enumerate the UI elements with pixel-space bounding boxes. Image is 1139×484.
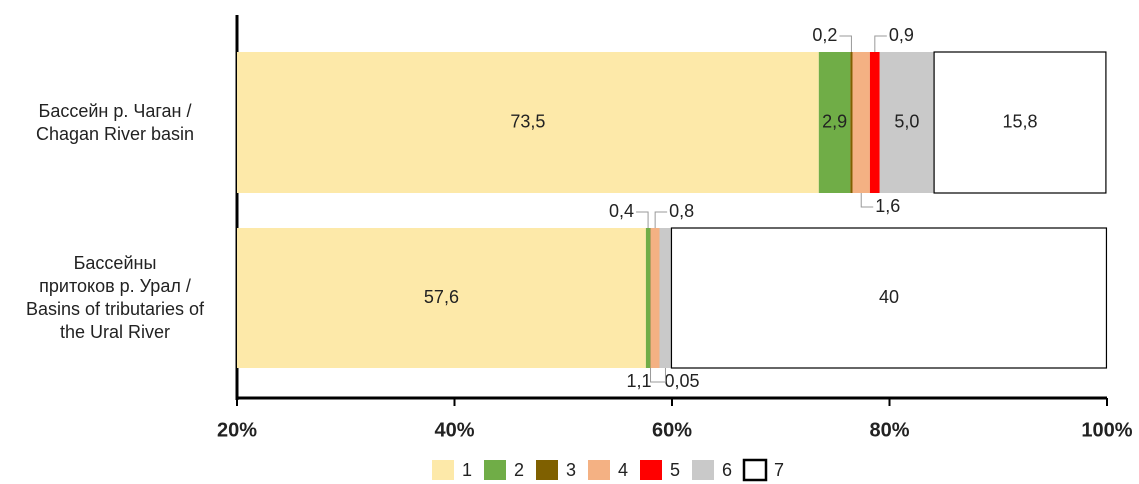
leader-line [650, 368, 663, 383]
bar-segment [659, 228, 672, 368]
x-tick-label: 100% [1081, 419, 1132, 441]
x-tick-label: 80% [869, 419, 909, 441]
leader-line [653, 368, 666, 383]
category-label: Бассейн р. Чаган / Chagan River basin [35, 100, 195, 144]
value-label: 0,05 [665, 371, 700, 391]
category-label: Бассейны притоков р. Урал / Basins of tr… [25, 253, 205, 342]
bar-segment [237, 228, 646, 368]
bar-segment [237, 52, 819, 193]
legend-swatch [484, 460, 506, 480]
legend-swatch [742, 458, 768, 482]
bar-segment [650, 228, 660, 368]
legend-swatch [536, 460, 558, 480]
leader-line [860, 193, 874, 208]
bar-segment [818, 52, 851, 193]
leader-line [874, 35, 887, 52]
legend-label: 4 [618, 460, 628, 480]
value-label: 1,6 [875, 196, 900, 216]
bar-segment [650, 228, 651, 368]
value-label: 40 [879, 287, 899, 307]
legend-swatch [692, 460, 714, 480]
legend-swatch [588, 460, 610, 480]
value-label: 2,9 [822, 111, 847, 131]
legend-swatch [432, 460, 454, 480]
bar-segment [869, 52, 880, 193]
value-label: 0,9 [889, 25, 914, 45]
value-label: 5,0 [894, 111, 919, 131]
bar-segment [933, 51, 1107, 194]
x-tick-label: 40% [434, 419, 474, 441]
leader-line [636, 211, 649, 228]
x-tick-label: 20% [217, 419, 257, 441]
bar-segment [645, 228, 651, 368]
value-label: 57,6 [424, 287, 459, 307]
legend-label: 2 [514, 460, 524, 480]
leader-line [839, 35, 852, 52]
value-label: 0,4 [609, 201, 634, 221]
value-label: 1,1 [626, 371, 651, 391]
legend-label: 3 [566, 460, 576, 480]
leader-line [654, 211, 668, 228]
value-label: 0,2 [812, 25, 837, 45]
value-label: 0,8 [669, 201, 694, 221]
legend-swatch [640, 460, 662, 480]
x-tick-label: 60% [652, 419, 692, 441]
bar-segment [852, 52, 870, 193]
legend-label: 1 [462, 460, 472, 480]
bar-segment [670, 227, 1108, 369]
legend-label: 5 [670, 460, 680, 480]
value-label: 15,8 [1002, 111, 1037, 131]
legend-label: 7 [774, 460, 784, 480]
bar-segment [850, 52, 853, 193]
value-label: 73,5 [510, 111, 545, 131]
legend-label: 6 [722, 460, 732, 480]
bar-segment [879, 52, 935, 193]
